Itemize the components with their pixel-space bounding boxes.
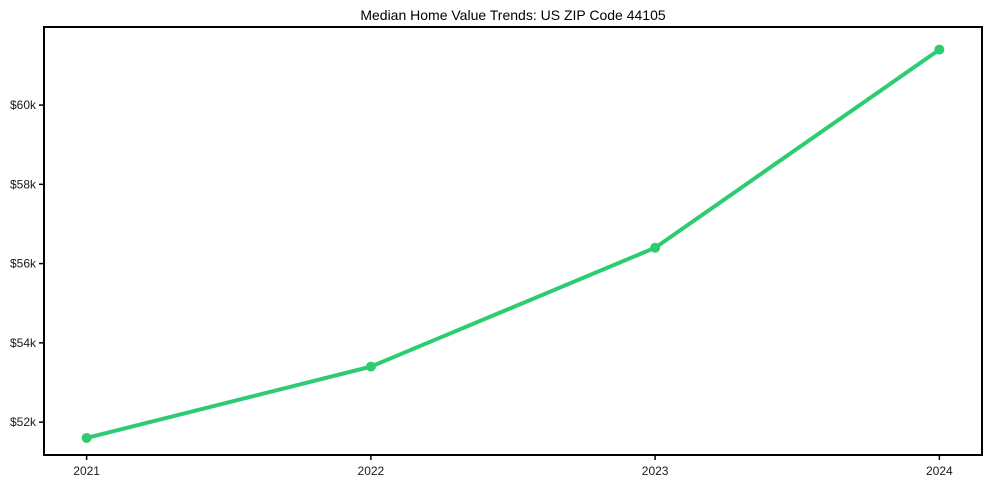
chart-title: Median Home Value Trends: US ZIP Code 44… xyxy=(360,7,666,23)
y-tick-label: $60k xyxy=(10,98,37,112)
y-tick-label: $52k xyxy=(10,415,37,429)
trend-line xyxy=(84,47,942,440)
data-point-marker xyxy=(81,432,92,443)
x-tick-label: 2022 xyxy=(358,464,385,478)
data-point-marker xyxy=(934,44,945,55)
data-point-marker xyxy=(650,242,661,253)
x-tick-label: 2024 xyxy=(926,464,953,478)
y-tick-label: $56k xyxy=(10,257,37,271)
x-tick-label: 2023 xyxy=(642,464,669,478)
y-tick-label: $58k xyxy=(10,177,37,191)
y-tick-label: $54k xyxy=(10,336,37,350)
data-point-marker xyxy=(365,361,376,372)
x-tick-label: 2021 xyxy=(73,464,100,478)
plot-spines xyxy=(43,26,983,456)
